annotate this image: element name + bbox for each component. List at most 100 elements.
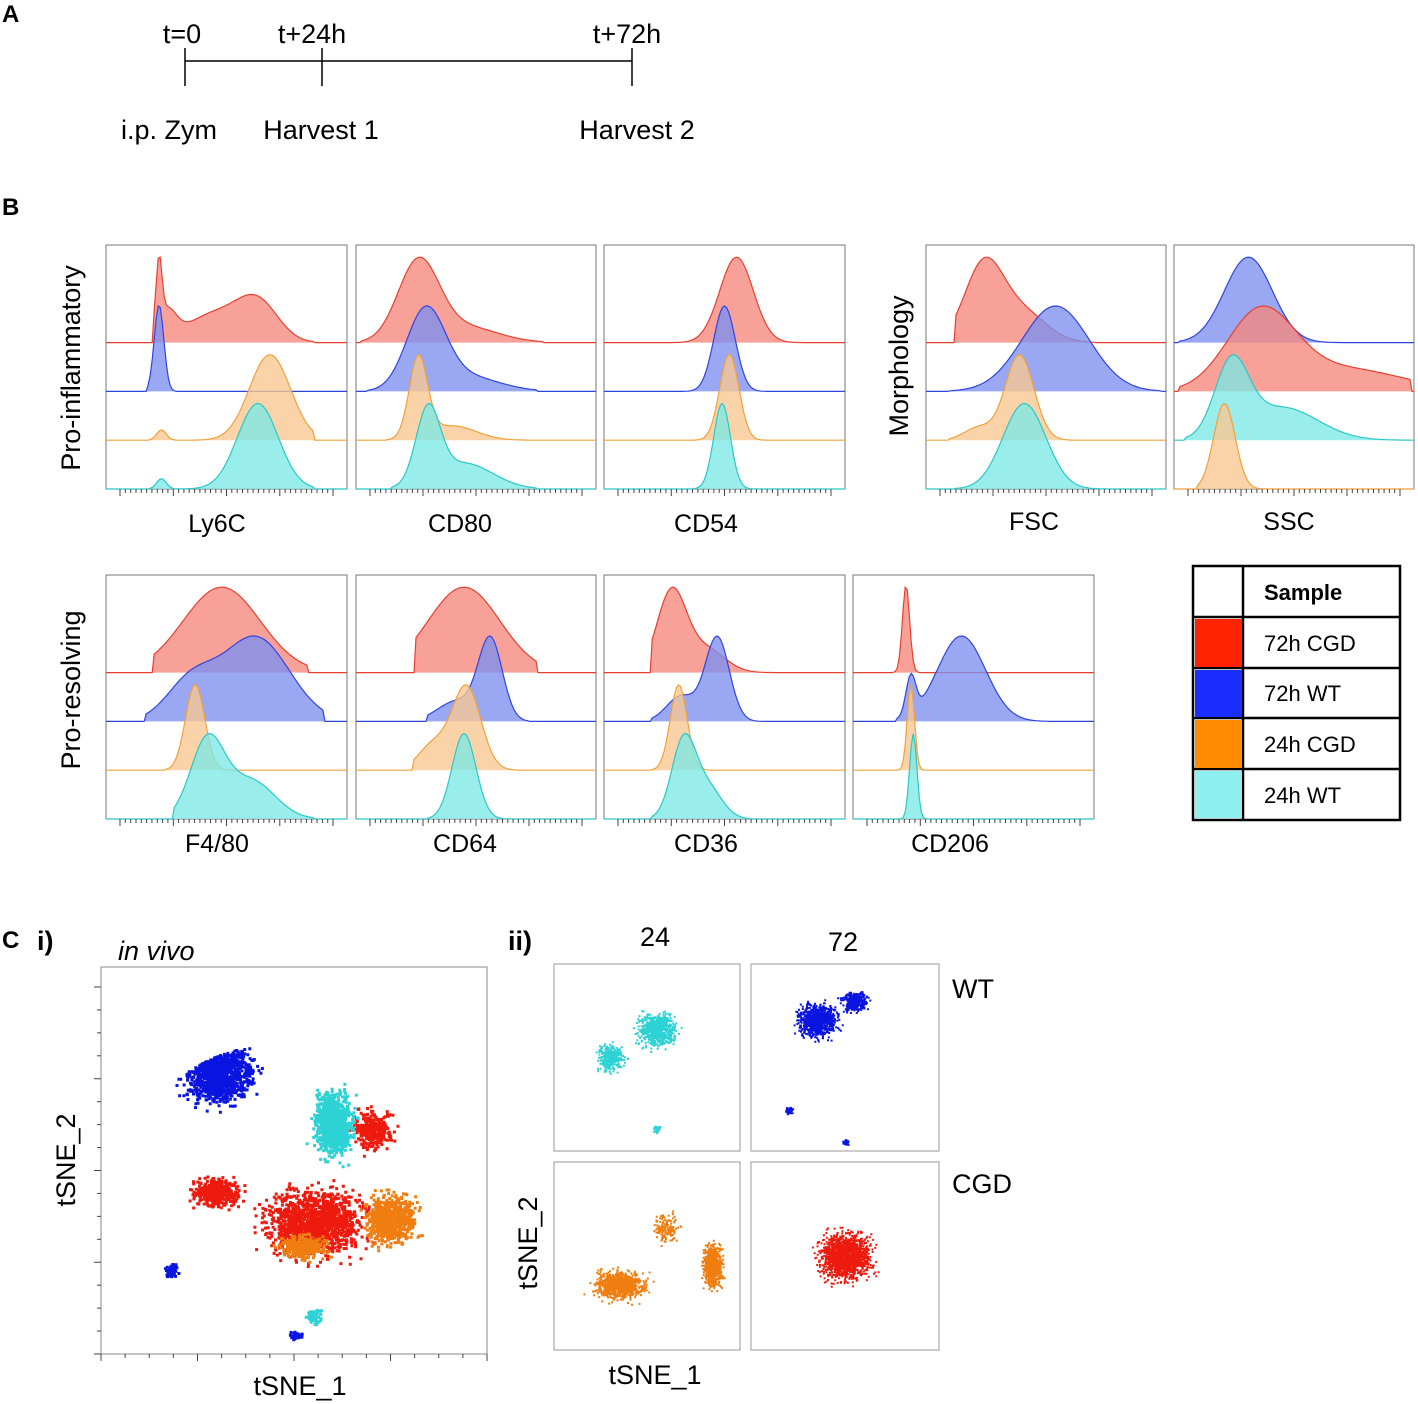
- legend-swatch-72h-cgd: [1195, 619, 1242, 667]
- marker-label-cd80: CD80: [428, 510, 492, 538]
- histogram-area-72h-cgd: [356, 587, 596, 673]
- tsne-points-72h-wt: [164, 1263, 181, 1279]
- histogram-area-24h-wt: [926, 403, 1166, 489]
- tsne-split-points-24h-cgd: [583, 1210, 726, 1306]
- histogram-line-72h-wt: [604, 635, 845, 722]
- histogram-area-72h-cgd: [604, 587, 845, 673]
- sample-legend: Sample 72h CGD 72h WT 24h CGD 24h WT: [1191, 564, 1402, 822]
- tsne-points-24h-cgd: [359, 1188, 424, 1253]
- histogram-area-72h-cgd: [604, 257, 845, 343]
- panel-c-label: C: [2, 927, 19, 954]
- marker-label-f480: F4/80: [185, 830, 249, 858]
- histogram-area-24h-wt: [853, 733, 1094, 819]
- row-title-pro-inflammatory: Pro-inflammatory: [56, 265, 86, 471]
- histogram-line-72h-wt: [604, 305, 845, 392]
- panel-c-i-label: i): [37, 926, 54, 956]
- histogram-area-72h-wt: [926, 306, 1166, 392]
- legend-label-24h-wt: 24h WT: [1264, 783, 1341, 808]
- histogram-area-24h-cgd: [106, 354, 347, 441]
- tsne-frame-24h-wt: [553, 963, 741, 1152]
- marker-label-fsc: FSC: [1009, 508, 1059, 536]
- histogram-line-72h-wt: [106, 304, 347, 392]
- histogram-area-24h-wt: [1174, 354, 1414, 441]
- tsne-points-24h-cgd: [272, 1232, 333, 1264]
- histogram-line-24h-cgd: [853, 684, 1094, 771]
- legend-header: Sample: [1264, 580, 1342, 605]
- histogram-area-24h-wt: [106, 733, 347, 819]
- marker-label-ssc: SSC: [1263, 508, 1314, 536]
- histogram-frame: [355, 244, 597, 490]
- histogram-area-72h-wt: [604, 306, 845, 392]
- row-label-wt: WT: [952, 974, 994, 1004]
- tsne-main-frame: [100, 966, 488, 1355]
- tsne-split-points-24h-wt: [595, 1010, 683, 1135]
- histogram-frame: [603, 574, 846, 820]
- tsne-main-points: [164, 1047, 424, 1342]
- tsne-main-ticks: [94, 986, 488, 1361]
- histogram-line-24h-cgd: [926, 354, 1166, 441]
- histogram-cd64: [355, 574, 597, 826]
- tsne-points-24h-wt: [305, 1082, 360, 1169]
- histogram-line-72h-wt: [926, 305, 1166, 392]
- histogram-area-72h-wt: [106, 306, 347, 392]
- col-label-24: 24: [640, 922, 670, 952]
- histogram-ssc: [1173, 244, 1415, 496]
- histogram-line-72h-cgd: [604, 256, 845, 344]
- histogram-line-72h-cgd: [356, 256, 596, 344]
- histogram-line-72h-cgd: [106, 586, 347, 674]
- histogram-area-24h-cgd: [1174, 403, 1414, 489]
- row-title-pro-resolving: Pro-resolving: [56, 610, 86, 769]
- histogram-fsc: [925, 244, 1167, 496]
- marker-label-ly6c: Ly6C: [188, 510, 245, 538]
- tsne-title-in-vivo: in vivo: [118, 936, 195, 966]
- histogram-area-72h-wt: [356, 636, 596, 722]
- legend-swatch-24h-cgd: [1195, 720, 1242, 768]
- legend-swatch-72h-wt: [1195, 670, 1242, 717]
- histogram-frame: [852, 574, 1095, 820]
- tsne-split-ylabel: tSNE_2: [513, 1196, 543, 1289]
- histogram-area-24h-cgd: [356, 354, 596, 441]
- event-label-harvest-2: Harvest 2: [579, 115, 695, 145]
- histogram-area-72h-cgd: [106, 587, 347, 673]
- histogram-cd54: [603, 244, 846, 496]
- marker-label-cd206: CD206: [911, 830, 989, 858]
- panel-c-ii-label: ii): [508, 926, 532, 956]
- marker-label-cd64: CD64: [433, 830, 497, 858]
- timepoint-label-72h: t+72h: [593, 19, 661, 49]
- histogram-area-72h-wt: [604, 636, 845, 722]
- histogram-ly6c: [105, 244, 348, 496]
- histogram-line-24h-cgd: [106, 354, 347, 441]
- histogram-line-72h-wt: [106, 635, 347, 722]
- histogram-line-72h-wt: [853, 635, 1094, 722]
- tsne-main-plot: [94, 966, 488, 1361]
- legend-label-72h-wt: 72h WT: [1264, 681, 1341, 706]
- tsne-frame-72h-wt: [750, 963, 940, 1152]
- tsne-split-points-72h-wt: [785, 991, 872, 1146]
- histogram-cd80: [355, 244, 597, 496]
- tsne-split-points: [583, 991, 880, 1306]
- tsne-points-72h-wt: [175, 1047, 264, 1114]
- histogram-line-72h-cgd: [356, 586, 596, 674]
- col-label-72: 72: [828, 927, 858, 957]
- legend-label-24h-cgd: 24h CGD: [1264, 732, 1356, 757]
- event-label-harvest-1: Harvest 1: [263, 115, 379, 145]
- histogram-line-24h-cgd: [356, 354, 596, 441]
- marker-label-cd54: CD54: [674, 510, 738, 538]
- tsne-points-72h-cgd: [188, 1175, 247, 1212]
- histogram-f480: [105, 574, 348, 826]
- histogram-line-24h-cgd: [356, 684, 596, 771]
- histogram-line-72h-wt: [356, 305, 596, 392]
- histogram-area-24h-cgd: [356, 684, 596, 771]
- tsne-points-72h-cgd: [348, 1105, 400, 1158]
- event-label-injection: i.p. Zym: [121, 115, 217, 145]
- tsne-main-xlabel: tSNE_1: [253, 1371, 346, 1401]
- histogram-panels: [105, 244, 1415, 826]
- timepoint-label-0: t=0: [163, 19, 201, 49]
- row-title-morphology: Morphology: [884, 295, 914, 437]
- panel-a-label: A: [2, 1, 19, 28]
- legend-label-72h-cgd: 72h CGD: [1264, 631, 1356, 656]
- tsne-split-xlabel: tSNE_1: [608, 1360, 701, 1390]
- panel-b-label: B: [2, 194, 19, 221]
- histogram-frame: [105, 244, 348, 490]
